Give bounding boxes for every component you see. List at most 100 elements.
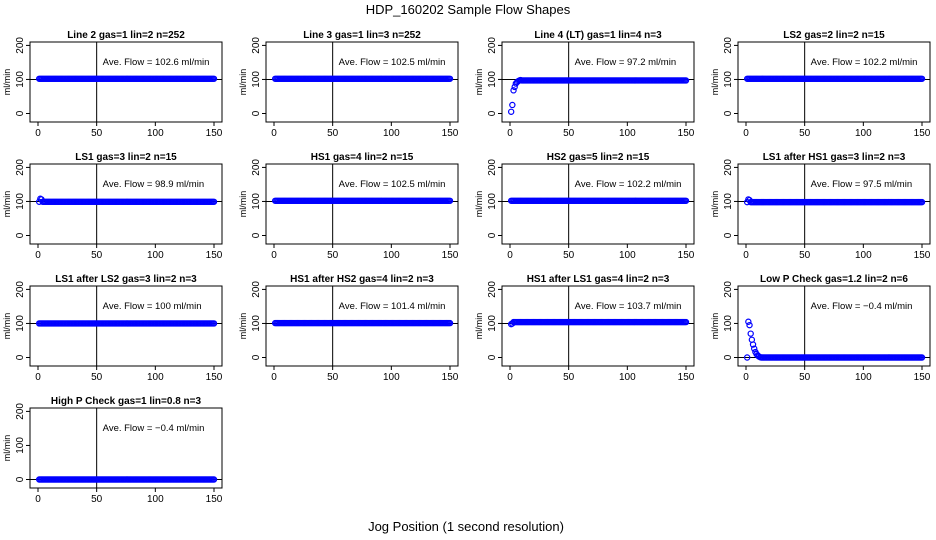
chart-panel: Line 3 gas=1 lin=3 n=252 0 50 100 150 0 100 200…: [238, 30, 459, 139]
data-point: [507, 108, 515, 115]
x-tick-label: 100: [855, 128, 872, 139]
x-tick-label: 150: [442, 128, 459, 139]
x-tick-label: 0: [35, 372, 41, 383]
average-flow-annotation: Ave. Flow = 97.5 ml/min: [811, 179, 912, 190]
y-axis-label: ml/min: [710, 69, 720, 96]
x-tick-label: 100: [147, 250, 164, 261]
y-tick-label: 0: [487, 110, 498, 116]
x-tick-label: 50: [327, 128, 339, 139]
y-tick-label: 0: [723, 354, 734, 360]
plot-frame: [29, 407, 223, 489]
data-point: [747, 330, 754, 337]
data-point: [918, 198, 926, 206]
y-tick-label: 100: [723, 193, 734, 210]
plot-frame: [29, 163, 223, 245]
plot-frame: [501, 41, 695, 123]
x-tick-label: 100: [147, 128, 164, 139]
y-axis-label: ml/min: [2, 69, 12, 96]
data-point: [510, 87, 517, 94]
figure-xlabel: Jog Position (1 second resolution): [368, 519, 564, 534]
data-point: [210, 320, 218, 327]
y-tick-label: 100: [15, 437, 26, 454]
x-tick-label: 100: [147, 372, 164, 383]
y-tick-label: 0: [251, 354, 262, 360]
y-tick-label: 0: [15, 476, 26, 482]
y-tick-label: 0: [15, 232, 26, 238]
x-tick-label: 50: [563, 372, 575, 383]
data-point: [210, 198, 218, 205]
data-point: [682, 318, 690, 326]
y-tick-label: 100: [487, 71, 498, 88]
y-tick-label: 200: [15, 159, 26, 176]
data-point: [446, 319, 454, 327]
plot-frame: [501, 163, 695, 245]
data-point: [210, 476, 218, 483]
x-tick-label: 0: [507, 372, 513, 383]
y-tick-label: 100: [723, 315, 734, 332]
panel-title: HS2 gas=5 lin=2 n=15: [547, 152, 650, 163]
y-tick-label: 200: [15, 281, 26, 298]
x-tick-label: 100: [619, 372, 636, 383]
x-tick-label: 150: [678, 250, 695, 261]
data-point: [210, 75, 218, 82]
panel-title: LS1 after HS1 gas=3 lin=2 n=3: [763, 152, 906, 163]
average-flow-annotation: Ave. Flow = −0.4 ml/min: [103, 423, 205, 434]
x-tick-label: 0: [271, 372, 277, 383]
average-flow-annotation: Ave. Flow = 102.2 ml/min: [811, 57, 918, 68]
panel-title: LS1 gas=3 lin=2 n=15: [75, 152, 177, 163]
x-tick-label: 50: [91, 494, 103, 505]
x-tick-label: 50: [327, 372, 339, 383]
data-point: [446, 197, 454, 204]
plot-frame: [29, 285, 223, 367]
data-point: [509, 101, 516, 109]
y-axis-label: ml/min: [2, 435, 12, 462]
data-point: [745, 318, 752, 325]
panel-title: Line 2 gas=1 lin=2 n=252: [67, 30, 185, 41]
y-tick-label: 0: [723, 232, 734, 238]
y-tick-label: 200: [487, 159, 498, 176]
average-flow-annotation: Ave. Flow = 102.5 ml/min: [339, 179, 446, 190]
y-tick-label: 200: [15, 37, 26, 54]
x-tick-label: 50: [91, 372, 103, 383]
y-tick-label: 200: [723, 159, 734, 176]
y-tick-label: 0: [723, 110, 734, 116]
x-tick-label: 150: [442, 372, 459, 383]
x-tick-label: 100: [147, 494, 164, 505]
x-tick-label: 150: [442, 250, 459, 261]
chart-panel: LS1 gas=3 lin=2 n=15 0 50 100 150 0 100 200 ml/m…: [2, 152, 223, 261]
y-tick-label: 0: [15, 354, 26, 360]
panels: Line 2 gas=1 lin=2 n=252 0 50 100 150 0 100 200…: [2, 30, 931, 505]
data-point: [918, 354, 926, 361]
x-tick-label: 50: [327, 250, 339, 261]
data-point: [746, 321, 753, 329]
figure-title: HDP_160202 Sample Flow Shapes: [366, 2, 571, 17]
x-tick-label: 100: [619, 128, 636, 139]
y-axis-label: ml/min: [710, 313, 720, 340]
panel-title: HS1 after LS1 gas=4 lin=2 n=3: [527, 274, 670, 285]
y-tick-label: 200: [15, 403, 26, 420]
chart-panel: High P Check gas=1 lin=0.8 n=3 0 50 100 150 0…: [2, 396, 223, 505]
x-tick-label: 0: [507, 128, 513, 139]
x-tick-label: 50: [563, 128, 575, 139]
x-tick-label: 50: [799, 372, 811, 383]
x-tick-label: 100: [855, 250, 872, 261]
average-flow-annotation: Ave. Flow = 102.5 ml/min: [339, 57, 446, 68]
x-tick-label: 0: [743, 128, 749, 139]
data-point: [751, 345, 758, 352]
average-flow-annotation: Ave. Flow = −0.4 ml/min: [811, 301, 913, 312]
y-tick-label: 100: [487, 315, 498, 332]
y-tick-label: 200: [723, 281, 734, 298]
x-tick-label: 100: [855, 372, 872, 383]
y-axis-label: ml/min: [2, 313, 12, 340]
y-tick-label: 100: [723, 71, 734, 88]
x-tick-label: 150: [914, 372, 931, 383]
chart-panel: HS1 after HS2 gas=4 lin=2 n=3 0 50 100 150 0 1…: [238, 274, 459, 383]
average-flow-annotation: Ave. Flow = 102.2 ml/min: [575, 179, 682, 190]
data-point: [446, 75, 454, 82]
plot-frame: [737, 285, 931, 367]
panel-title: HS1 after HS2 gas=4 lin=2 n=3: [290, 274, 434, 285]
panel-title: HS1 gas=4 lin=2 n=15: [311, 152, 414, 163]
panel-title: LS1 after LS2 gas=3 lin=2 n=3: [55, 274, 197, 285]
y-tick-label: 200: [487, 37, 498, 54]
